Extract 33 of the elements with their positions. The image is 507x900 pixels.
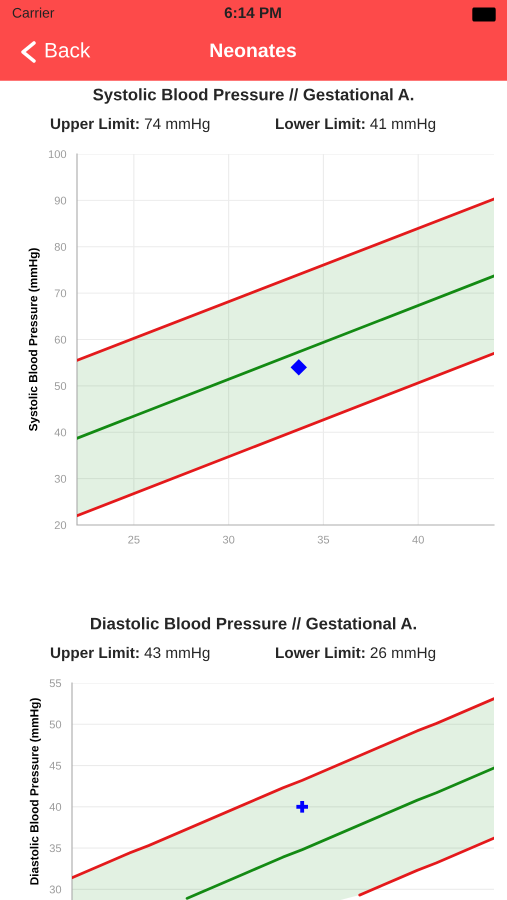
x-tick-label: 30 [222, 536, 234, 544]
x-tick-label: 35 [318, 536, 330, 544]
text: Back [46, 42, 90, 58]
text: Neonates [210, 44, 296, 58]
line-series [358, 836, 494, 896]
y-tick-label: 30 [50, 886, 62, 894]
chart-title: Systolic Blood Pressure // Gestational A. [93, 88, 414, 104]
y-axis-title: Diastolic Blood Pressure (mmHg) [30, 698, 41, 885]
y-tick-label: 100 [48, 150, 66, 158]
y-tick-label: 80 [54, 243, 66, 251]
y-tick-label: 40 [49, 803, 62, 811]
y-tick-label: 45 [49, 762, 62, 770]
y-axis-title: Systolic Blood Pressure (mmHg) [28, 248, 40, 431]
y-tick-label: 70 [54, 289, 66, 298]
text: Carrier [12, 8, 54, 18]
y-tick-label: 40 [54, 428, 66, 436]
x-tick-label: 40 [412, 536, 424, 544]
y-tick-label: 60 [54, 336, 66, 344]
text: Upper Limit: 74 mmHg [50, 118, 210, 132]
text: Lower Limit: 41 mmHg [276, 118, 436, 132]
y-tick-label: 30 [54, 474, 66, 483]
chart-title: Diastolic Blood Pressure // Gestational A. [91, 617, 416, 630]
y-tick-label: 20 [54, 521, 66, 530]
x-tick-label: 25 [128, 536, 140, 544]
text: Lower Limit: 26 mmHg [276, 646, 436, 662]
y-tick-label: 50 [50, 720, 62, 728]
text: 6:14 PM [224, 7, 281, 18]
text: Upper Limit: 43 mmHg [50, 646, 210, 662]
line-series [186, 766, 494, 900]
y-tick-label: 50 [54, 382, 66, 390]
y-tick-label: 90 [54, 196, 66, 205]
y-tick-label: 35 [50, 844, 62, 852]
y-tick-label: 55 [50, 679, 62, 688]
